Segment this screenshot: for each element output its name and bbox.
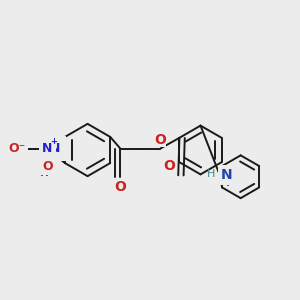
Text: N: N [221, 168, 233, 182]
Text: N: N [50, 142, 60, 155]
Text: +: + [50, 137, 58, 146]
Text: H: H [207, 169, 215, 179]
Text: N: N [45, 142, 55, 155]
Text: N: N [42, 142, 52, 155]
Text: O: O [164, 160, 175, 173]
Text: O: O [114, 180, 126, 194]
Text: O: O [154, 133, 166, 147]
Text: O⁻: O⁻ [8, 142, 25, 155]
Text: O: O [42, 160, 53, 173]
